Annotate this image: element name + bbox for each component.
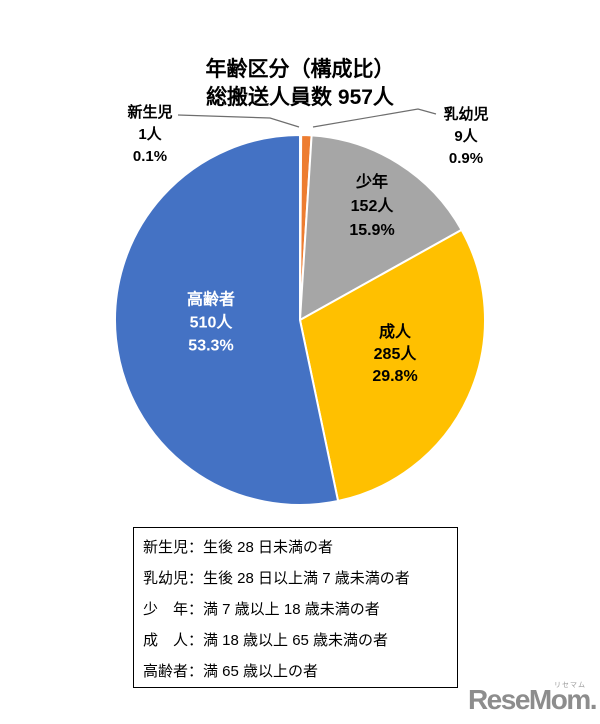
pie-slice-elderly [114,133,340,506]
slice-name: 高齢者 [186,291,236,309]
legend-row-elderly: 高齢者：満 65 歳以上の者 [143,663,319,680]
leader-line-newborn [177,114,300,128]
slice-count: 1人 [138,126,162,143]
slice-name: 新生児 [127,104,173,121]
slice-percent: 53.3% [188,337,234,355]
slice-name: 少年 [355,174,388,191]
slice-percent: 15.9% [349,222,395,239]
legend-row-adult: 成 人：満 18 歳以上 65 歳未満の者 [143,632,389,649]
slice-name: 成人 [378,324,411,341]
slice-count: 510人 [189,314,233,332]
pie-slices [114,133,486,506]
slice-label-adult: 成人 285人 29.8% [372,322,417,388]
slice-percent: 29.8% [372,368,418,385]
legend-box: 新生児：生後 28 日未満の者 乳幼児：生後 28 日以上満 7 歳未満の者 少… [133,527,458,688]
chart-title-line1: 年齢区分（構成比） [205,58,395,81]
resemom-logo: リセマム ReseMom. [467,682,598,715]
slice-percent: 0.9% [448,150,484,167]
pie-slice-adult [298,228,486,503]
slice-percent: 0.1% [132,148,168,165]
slice-label-elderly: 高齢者 510人 53.3% [187,289,235,358]
leader-line-infant [312,108,437,128]
slice-count: 9人 [454,128,478,145]
slice-count: 152人 [350,198,394,215]
slice-label-newborn: 新生児 1人 0.1% [127,102,172,168]
legend-row-infant: 乳幼児：生後 28 日以上満 7 歳未満の者 [143,570,410,587]
pie-slice-youth [298,134,463,322]
legend-row-youth: 少 年：満 7 歳以上 18 歳未満の者 [143,601,380,618]
legend-row-newborn: 新生児：生後 28 日未満の者 [143,539,334,556]
resemom-logo-ruby: リセマム [554,682,586,689]
slice-label-youth: 少年 152人 15.9% [349,171,394,243]
chart-title: 年齢区分（構成比） 総搬送人員数 957人 [0,56,600,112]
slice-name: 乳幼児 [443,106,489,123]
slice-label-infant: 乳幼児 9人 0.9% [443,104,488,170]
slice-count: 285人 [373,346,417,363]
chart-title-line2: 総搬送人員数 957人 [206,86,394,109]
resemom-logo-text: ReseMom. [467,684,598,715]
